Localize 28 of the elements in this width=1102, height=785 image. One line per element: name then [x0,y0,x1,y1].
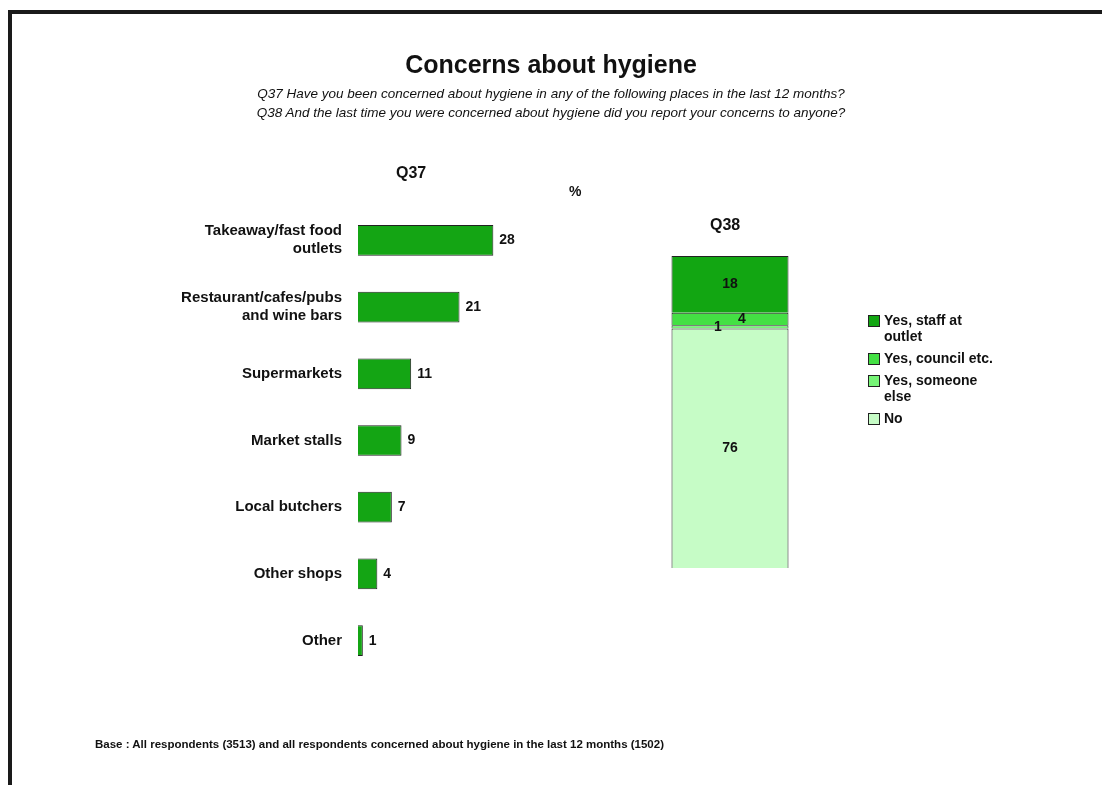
y-tick-label: Market stalls [251,430,342,448]
data-label: 1 [368,631,377,648]
y-tick-label: Other [301,630,343,648]
data-label: 21 [465,297,482,314]
y-tick-label: Supermarkets [241,363,342,381]
y-tick-label: Local butchers [235,497,342,515]
data-label: 4 [383,564,392,581]
text: % [569,183,582,199]
text: Concerns about hygiene [404,50,698,79]
text: Base : All respondents (3513) and all respondents concerned about hygiene in the last 12 months (1502) [95,738,664,750]
chart-title: Q37 [396,164,427,182]
y-tick-label: Other shops [253,564,342,582]
legend-label: Yes, council etc. [884,350,993,366]
chart-title: Q38 [710,216,741,234]
data-label: 4 [738,309,747,326]
data-label: 18 [722,275,738,292]
data-label: 11 [417,364,433,381]
data-label: 76 [722,439,738,456]
data-label: 1 [714,317,723,334]
legend-label: Yes, staff at outlet [884,312,963,344]
y-tick-label: Takeaway/fast food outlets [204,221,342,257]
data-label: 7 [397,498,406,515]
data-label: 28 [499,231,516,248]
data-label: 9 [407,431,416,448]
text: Q37 Have you been concerned about hygiene in any of the following places in the last 12 months? Q38 And the last time you were concerned about hygiene did you report your concerns to anyone? [255,85,847,122]
y-tick-label: Restaurant/cafes/pubs and wine bars [181,288,342,324]
legend-label: Yes, someone else [884,372,979,404]
text: No [884,410,903,426]
